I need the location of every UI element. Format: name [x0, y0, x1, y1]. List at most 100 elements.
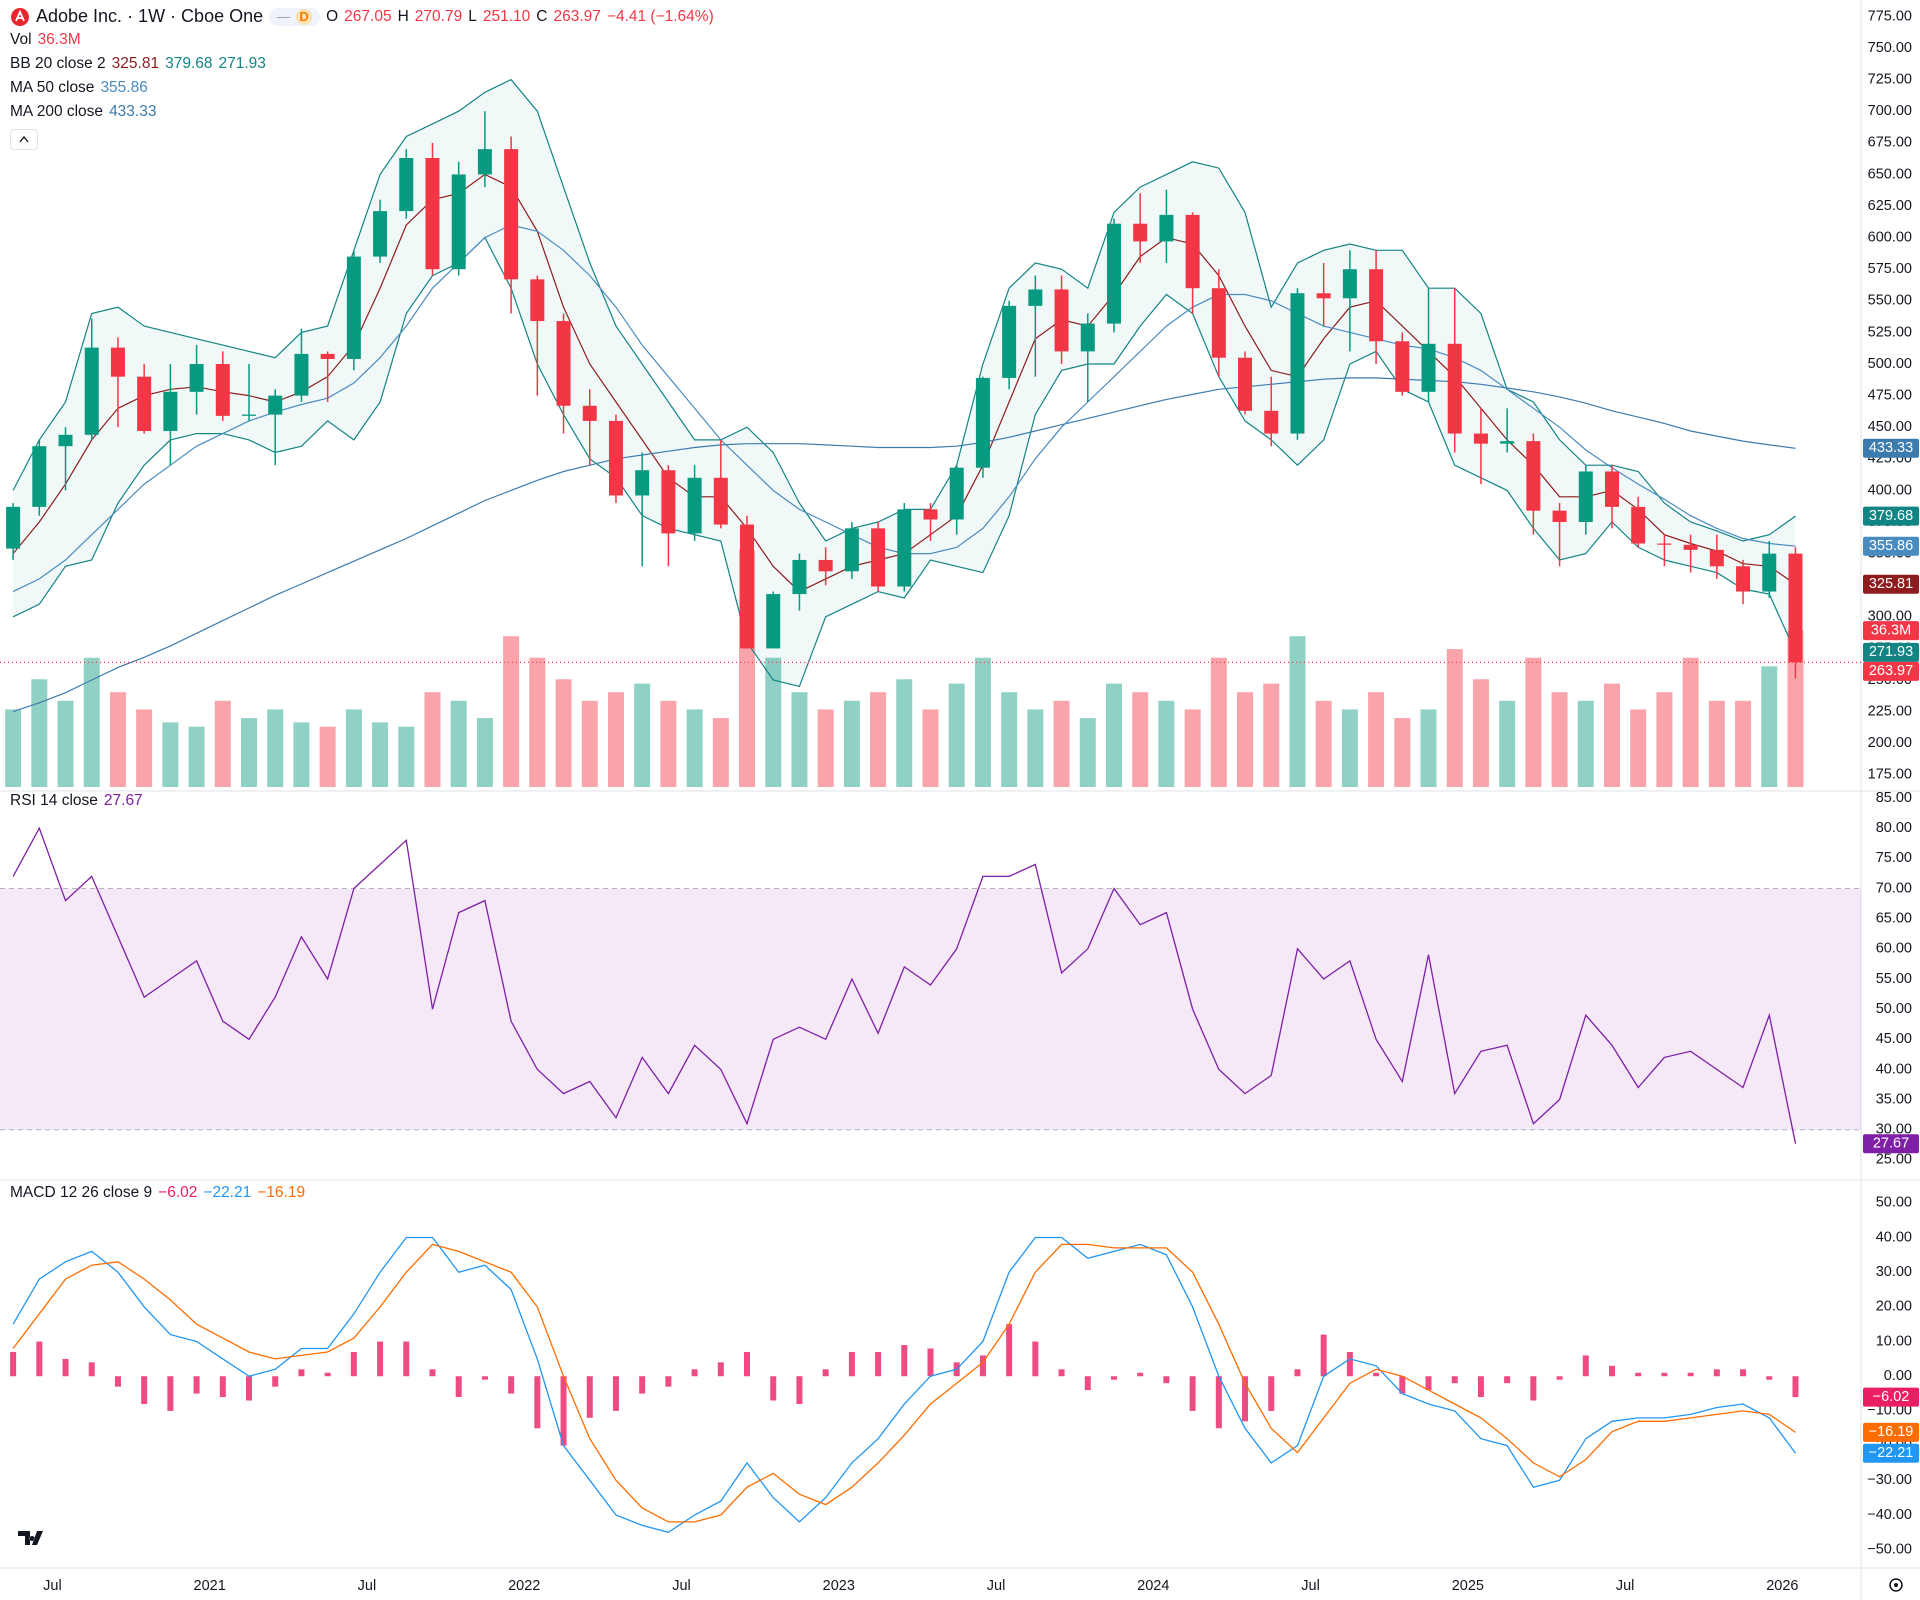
volume-bar: [1027, 709, 1044, 787]
histogram-bar: [534, 1376, 541, 1429]
rsi-line: [12, 826, 1797, 1144]
histogram-bar: [219, 1376, 226, 1398]
price-tag-bg: [1863, 1443, 1919, 1463]
candle-body: [242, 414, 257, 416]
histogram-bar: [1687, 1372, 1694, 1377]
candle-body: [766, 594, 781, 649]
y-tick-label: 200.00: [1868, 735, 1912, 751]
histogram-bar: [1032, 1341, 1039, 1377]
y-tick-label: 575.00: [1868, 261, 1912, 277]
histogram-bar: [770, 1376, 777, 1401]
ohlc-value: 267.05: [344, 7, 392, 25]
indicator-value: −22.21: [203, 1184, 252, 1201]
volume-bar: [1368, 692, 1385, 787]
macd-line: [12, 1236, 1797, 1534]
collapse-button[interactable]: [10, 129, 38, 150]
x-tick-label: 2021: [194, 1578, 226, 1594]
volume-bar: [1787, 630, 1804, 787]
histogram-bar: [1215, 1376, 1222, 1429]
price-tag: 379.68: [1869, 508, 1913, 524]
volume-bar: [1603, 683, 1620, 787]
volume-bar: [686, 709, 703, 787]
candle-body: [268, 395, 283, 415]
volume-bar: [372, 722, 389, 787]
candle-body: [1447, 343, 1462, 434]
candle-body: [1054, 289, 1069, 352]
volume-bar: [843, 700, 860, 787]
volume-bar: [1105, 683, 1122, 787]
bb_lower-line: [12, 236, 1797, 688]
candle-body: [110, 347, 125, 377]
price-tag: 263.97: [1869, 663, 1913, 679]
volume-bar: [1001, 692, 1018, 787]
indicator-value: −16.19: [257, 1184, 306, 1201]
candle-body: [163, 391, 178, 432]
histogram-bar: [665, 1376, 672, 1387]
volume-bar: [1132, 692, 1149, 787]
histogram-bar: [1084, 1376, 1091, 1391]
change: −4.41 (−1.64%): [606, 7, 714, 25]
indicator-name: MA 50 close: [10, 79, 95, 96]
y-tick-label: 550.00: [1868, 293, 1912, 309]
y-tick-label: 525.00: [1868, 324, 1912, 340]
histogram-bar: [62, 1358, 69, 1377]
y-tick-label: −10.00: [1867, 1403, 1912, 1419]
indicator-value: 379.68: [165, 55, 213, 72]
histogram-bar: [1189, 1376, 1196, 1411]
y-tick-label: 25.00: [1876, 1152, 1912, 1168]
price-tag: 355.86: [1869, 538, 1913, 554]
candle-body: [1290, 293, 1305, 434]
histogram-bar: [272, 1376, 279, 1387]
histogram-bar: [481, 1376, 488, 1380]
price-tag-bg: [1863, 438, 1919, 458]
histogram-bar: [1766, 1376, 1773, 1380]
y-tick-label: 450.00: [1868, 419, 1912, 435]
candle-body: [451, 174, 466, 270]
candle-body: [923, 509, 938, 520]
candle-body: [1133, 223, 1148, 242]
candle-body: [1526, 441, 1541, 511]
volume-bar: [896, 679, 913, 787]
volume-bar: [424, 692, 441, 787]
histogram-bar: [744, 1351, 751, 1377]
y-tick-label: 675.00: [1868, 135, 1912, 151]
interval-badge[interactable]: — D: [269, 7, 321, 26]
volume-bar: [1708, 700, 1725, 787]
histogram-bar: [691, 1369, 698, 1377]
y-tick-label: −50.00: [1867, 1541, 1912, 1557]
candle-body: [975, 377, 990, 468]
volume-bar: [1289, 636, 1306, 787]
y-tick-label: 300.00: [1868, 609, 1912, 625]
volume-bar: [1263, 683, 1280, 787]
candle-body: [1369, 269, 1384, 342]
ma200-line: [12, 377, 1796, 713]
volume-legend: Vol 36.3M: [10, 31, 81, 49]
x-tick-label: 2022: [508, 1578, 540, 1594]
candle-body: [1578, 471, 1593, 523]
settings-button[interactable]: [1889, 1578, 1903, 1592]
candle-body: [1002, 305, 1017, 378]
tv-logo[interactable]: [18, 1531, 43, 1545]
candle-body: [1709, 549, 1724, 567]
candle-body: [608, 420, 623, 496]
x-tick-label: Jul: [1616, 1578, 1635, 1594]
candle-body: [740, 524, 755, 649]
histogram-bar: [88, 1362, 95, 1377]
candle-body: [1395, 341, 1410, 392]
y-tick-label: 75.00: [1876, 850, 1912, 866]
histogram-bar: [377, 1341, 384, 1377]
histogram-bar: [429, 1369, 436, 1377]
y-tick-label: 70.00: [1876, 880, 1912, 896]
indicator-name: MACD 12 26 close 9: [10, 1184, 153, 1201]
volume-bar: [188, 726, 205, 787]
settings-dot: [1894, 1583, 1898, 1587]
y-tick-label: 475.00: [1868, 387, 1912, 403]
price-tag-bg: [1863, 621, 1919, 641]
price-tag-bg: [1863, 506, 1919, 526]
candle-body: [425, 158, 440, 270]
histogram-bar: [1399, 1376, 1406, 1394]
volume-bar: [214, 700, 231, 787]
histogram-bar: [10, 1351, 17, 1377]
